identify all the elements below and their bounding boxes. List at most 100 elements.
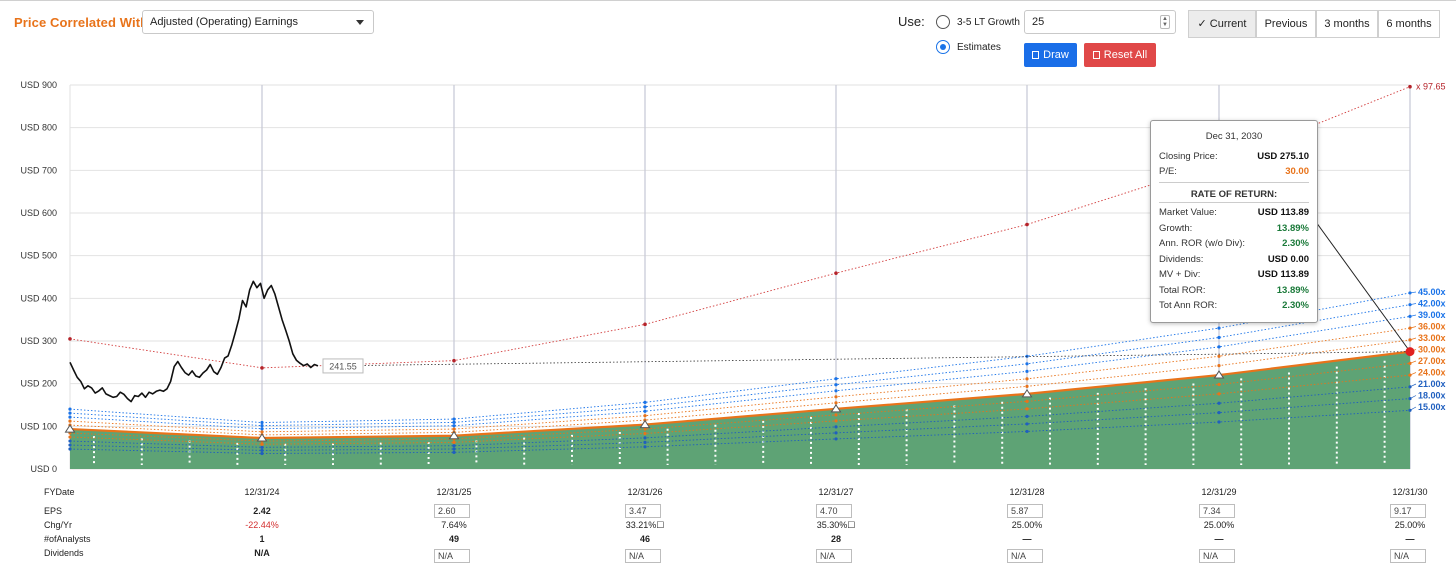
pe-point	[1217, 411, 1221, 415]
use-label: Use:	[898, 14, 925, 29]
pe-point	[834, 413, 838, 417]
pe-line	[69, 315, 1411, 430]
eps-input[interactable]: 5.87	[1007, 504, 1043, 518]
pe-point	[834, 377, 838, 381]
price-correlated-label: Price Correlated With	[14, 15, 149, 30]
stepper-icon[interactable]: ▲ ▼	[1160, 15, 1170, 29]
eps-input[interactable]: 4.70	[816, 504, 852, 518]
eps-input[interactable]: 2.60	[434, 504, 470, 518]
chg-yr-value: 25.00%	[1203, 520, 1235, 530]
dividends-input[interactable]: N/A	[1199, 549, 1235, 563]
period-tab[interactable]: 3 months	[1316, 10, 1378, 38]
eps-input[interactable]: 3.47	[625, 504, 661, 518]
square-icon	[1092, 51, 1100, 59]
pe-point	[1025, 369, 1029, 373]
period-tab-label: Previous	[1264, 18, 1308, 30]
tooltip-value: 13.89%	[1276, 284, 1309, 296]
pe-point	[643, 445, 647, 449]
pe-point	[643, 436, 647, 440]
pe-point	[1025, 414, 1029, 419]
tooltip-label: Tot Ann ROR:	[1159, 300, 1218, 311]
radio-lt-growth[interactable]	[936, 15, 950, 29]
eps-value: 2.42	[253, 506, 271, 516]
reset-all-button[interactable]: Reset All	[1084, 43, 1156, 67]
pe-point	[260, 451, 264, 456]
growth-rate-input[interactable]: 25 ▲ ▼	[1024, 10, 1176, 34]
dividends-input[interactable]: N/A	[1007, 549, 1043, 563]
fy-date: 12/31/25	[436, 487, 472, 497]
eps-input[interactable]: 9.17	[1390, 504, 1426, 518]
pe-point	[643, 431, 647, 436]
eps-marker	[1213, 370, 1225, 379]
period-tab[interactable]: Previous	[1256, 10, 1316, 38]
tooltip-label: Total ROR:	[1159, 284, 1206, 296]
pe-point	[643, 409, 647, 413]
pe-line	[69, 362, 1411, 442]
pe-point	[260, 430, 264, 434]
tooltip-row: Market Value: USD 113.89	[1159, 207, 1309, 219]
pe-point	[1025, 377, 1029, 381]
pe-point	[452, 444, 456, 448]
pe-label: 42.00x	[1418, 299, 1446, 309]
y-tick-label: USD 800	[20, 123, 57, 133]
pe-point	[1217, 335, 1221, 340]
eps-input[interactable]: 7.34	[1199, 504, 1235, 518]
pe-point	[643, 400, 647, 404]
pe-point	[834, 431, 838, 435]
tooltip-row: MV + Div: USD 113.89	[1159, 269, 1309, 281]
pe-point	[260, 442, 264, 446]
period-tab[interactable]: ✓ Current	[1188, 10, 1256, 38]
analysts-count: 46	[639, 534, 650, 544]
radio-estimates[interactable]	[936, 40, 950, 54]
tooltip-row-pe: P/E: 30.00	[1159, 166, 1309, 178]
price-line	[69, 280, 319, 403]
tooltip-value: 2.30%	[1282, 300, 1309, 311]
dividends-value: N/A	[254, 548, 270, 558]
tooltip-row: Dividends: USD 0.00	[1159, 254, 1309, 266]
pe-label-leader	[1409, 337, 1417, 341]
pe-point	[452, 447, 456, 451]
pe-point	[452, 450, 456, 454]
period-tab-label: 6 months	[1386, 18, 1432, 30]
y-tick-label: USD 500	[20, 251, 57, 261]
chg-yr-value: 25.00%	[1394, 520, 1426, 530]
draw-button[interactable]: Draw	[1024, 43, 1077, 67]
chevron-down-icon	[356, 20, 364, 25]
dividends-input[interactable]: N/A	[625, 549, 661, 563]
growth-rate-value: 25	[1032, 16, 1045, 28]
y-tick-label: USD 300	[20, 336, 57, 346]
pe-point	[1217, 420, 1221, 424]
radio-estimates-label: Estimates	[957, 42, 1001, 53]
fy-date: 12/31/29	[1201, 487, 1237, 497]
pe-label-leader	[1409, 383, 1417, 388]
pe-point	[1217, 392, 1221, 396]
tooltip-divider	[1159, 202, 1309, 203]
period-tab[interactable]: 6 months	[1378, 10, 1440, 38]
radio-lt-growth-label: 3-5 LT Growth	[957, 17, 1020, 28]
tooltip-value: USD 113.89	[1257, 269, 1309, 280]
fy-date: 12/31/27	[818, 487, 854, 497]
pe-point	[1025, 399, 1029, 403]
high-pe-line	[69, 86, 1411, 369]
dividends-input[interactable]: N/A	[1390, 549, 1426, 563]
high-pe-point	[452, 358, 456, 363]
high-pe-label: x 97.65	[1416, 82, 1446, 92]
dividends-input[interactable]: N/A	[816, 549, 852, 563]
tooltip: Dec 31, 2030 Closing Price: USD 275.10 P…	[1150, 120, 1318, 323]
dividends-input[interactable]: N/A	[434, 549, 470, 563]
pe-point	[834, 383, 838, 387]
pe-point	[260, 445, 264, 449]
fy-date: 12/31/28	[1009, 487, 1045, 497]
pe-point	[68, 411, 72, 415]
eps-marker	[639, 419, 651, 429]
chg-yr-value: 35.30%☐	[816, 520, 856, 530]
pe-label-leader	[1409, 314, 1417, 317]
tooltip-label: Ann. ROR (w/o Div):	[1159, 238, 1246, 249]
tooltip-value: 2.30%	[1282, 238, 1309, 249]
pe-point	[1217, 364, 1221, 368]
earnings-type-select[interactable]: Adjusted (Operating) Earnings	[142, 10, 374, 34]
tooltip-row: Tot Ann ROR: 2.30%	[1159, 300, 1309, 312]
pe-point	[260, 424, 264, 428]
selected-point	[1405, 347, 1415, 357]
period-tab-label: Current	[1209, 18, 1247, 30]
